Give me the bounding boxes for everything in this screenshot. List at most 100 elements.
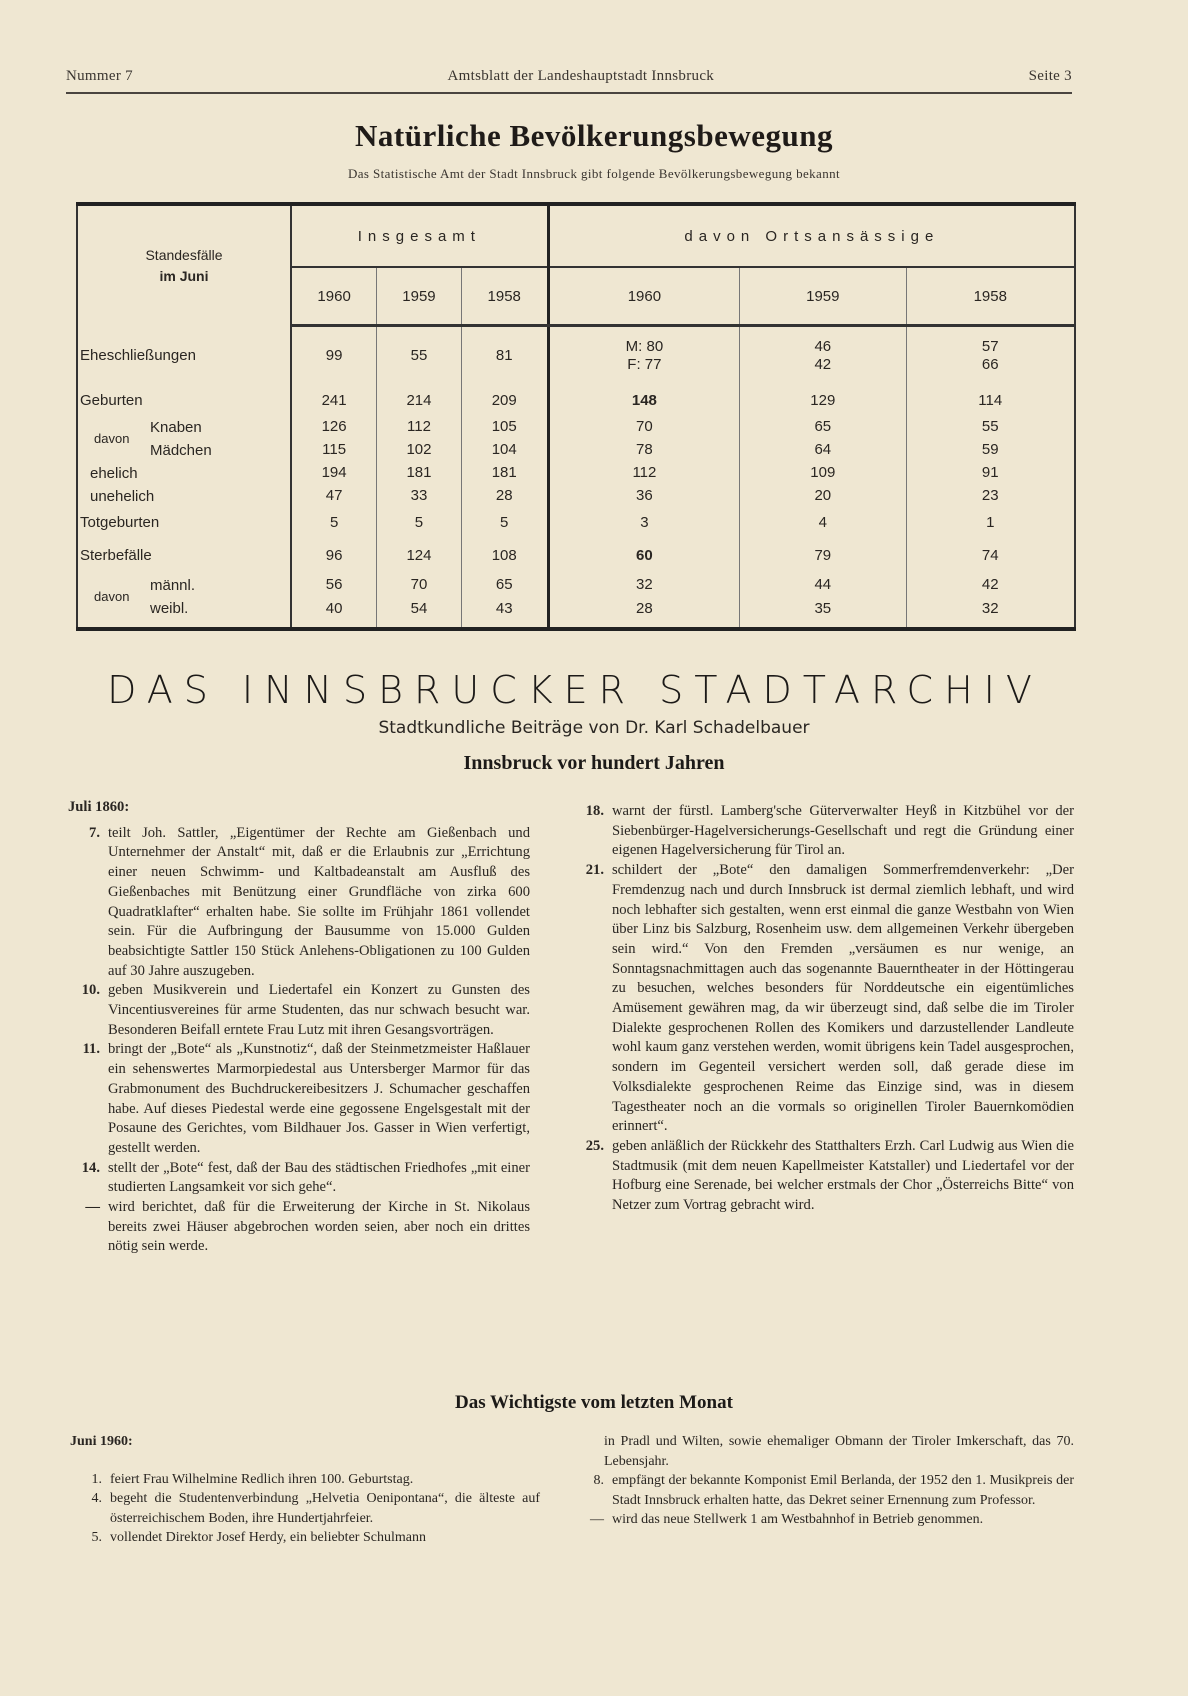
table-cell: 181: [460, 461, 549, 485]
list-item: 10. geben Musikverein und Liedertafel ein…: [68, 981, 530, 1040]
item-text: teilt Joh. Sattler, „Eigentümer der Rech…: [108, 824, 530, 979]
table-cell: 109: [739, 461, 907, 485]
row-label-text: Knaben: [150, 418, 202, 436]
table-cell: 42: [905, 573, 1076, 597]
year-header: 1959: [739, 266, 907, 327]
item-day: 1.: [91, 1471, 103, 1487]
row-label: Mädchen: [76, 438, 291, 462]
table-cell: 40: [290, 596, 377, 631]
year-header: 1959: [376, 266, 462, 327]
item-text: empfängt der bekannte Komponist Emil Ber…: [612, 1473, 1074, 1508]
year-header-row: 1960 1959 1958 1960 1959 1958: [77, 266, 1076, 327]
table-cell: 57 66: [905, 325, 1076, 386]
table-cell: 56: [290, 573, 377, 597]
group-local: davon Ortsansässige: [546, 204, 1076, 267]
table-cell: 44: [739, 573, 907, 597]
table-cell: 105: [460, 415, 549, 439]
item-day: 8.: [593, 1473, 605, 1488]
row-label-text: Eheschließungen: [80, 347, 196, 364]
item-text: feiert Frau Wilhelmine Redlich ihren 100…: [110, 1471, 414, 1487]
date-heading: Juli 1860:: [68, 799, 130, 815]
table-cell: 74: [905, 537, 1076, 574]
row-label: ehelich: [76, 461, 291, 485]
table-cell: 43: [460, 596, 549, 631]
table-cell: 36: [546, 484, 740, 508]
table-row: Sterbefälle 96 124 108 60 79 74: [76, 537, 1076, 574]
table-cell: 5: [460, 507, 549, 538]
item-day: 18.: [585, 803, 604, 819]
stub-line: im Juni: [159, 267, 209, 284]
table-cell: 112: [376, 415, 462, 439]
list-item: — wird berichtet, daß für die Erweiterung…: [68, 1198, 530, 1257]
list-item: 11. bringt der „Bote“ als „Kunstnotiz“, d…: [68, 1040, 530, 1158]
group-total: Insgesamt: [289, 204, 549, 267]
list-item: 8. empfängt der bekannte Komponist Emil B…: [572, 1471, 1075, 1510]
table-row: ehelich 194 181 181 112 109 91: [76, 461, 1076, 485]
table-cell: 23: [905, 484, 1076, 508]
row-label: Totgeburten: [76, 507, 291, 538]
row-label: Sterbefälle: [76, 537, 291, 574]
table-cell: 55: [376, 325, 462, 386]
table-cell: 102: [376, 438, 462, 462]
monat-right-column: in Pradl und Wilten, sowie ehemaliger Ob…: [572, 1432, 1074, 1530]
item-text: begeht die Studentenverbindung „Helvetia…: [110, 1491, 540, 1526]
row-label: unehelich: [76, 484, 291, 508]
table-cell: 148: [546, 385, 740, 416]
item-day: —: [590, 1512, 604, 1527]
table-cell: 194: [290, 461, 377, 485]
table-cell: 79: [739, 537, 907, 574]
table-cell: 47: [290, 484, 377, 508]
table-cell: 70: [376, 573, 462, 597]
archiv-left-column: Juli 1860: 7. teilt Joh. Sattler, „Eigent…: [68, 798, 530, 1257]
row-label: weibl.: [76, 596, 291, 631]
item-text: wird berichtet, daß für die Erweiterung …: [108, 1199, 530, 1255]
archiv-right-column: 18. warnt der fürstl. Lamberg'sche Güterv…: [572, 802, 1074, 1216]
table-row: davon Knaben 126 112 105 70 65 55: [76, 415, 1076, 446]
table-cell: 64: [739, 438, 907, 462]
row-label-text: Sterbefälle: [80, 547, 152, 564]
table-cell: 108: [460, 537, 549, 574]
table-cell: M: 80 F: 77: [546, 325, 740, 386]
item-text: geben anläßlich der Rückkehr des Stattha…: [612, 1137, 1074, 1214]
list-item: 18. warnt der fürstl. Lamberg'sche Güterv…: [572, 802, 1074, 861]
table-cell: 3: [546, 507, 740, 538]
monat-left-column: Juni 1960: 1. feiert Frau Wilhelmine Redl…: [70, 1432, 540, 1548]
archiv-title: DAS INNSBRUCKER STADTARCHIV: [107, 668, 1043, 712]
item-text: geben Musikverein und Liedertafel ein Ko…: [108, 982, 530, 1038]
table-row: unehelich 47 33 28 36 20 23: [76, 484, 1076, 508]
item-day: 10.: [81, 982, 100, 999]
list-item: 21. schildert der „Bote“ den damaligen So…: [572, 861, 1074, 1137]
item-day: 14.: [81, 1159, 100, 1176]
item-text: schildert der „Bote“ den damaligen Somme…: [612, 862, 1074, 1135]
list-item: 1. feiert Frau Wilhelmine Redlich ihren 1…: [70, 1470, 540, 1490]
row-label-text: Geburten: [80, 392, 143, 409]
population-subtitle: Das Statistische Amt der Stadt Innsbruck…: [347, 166, 841, 181]
list-item: 14. stellt der „Bote“ fest, daß der Bau d…: [68, 1159, 530, 1198]
page-number: Seite 3: [1028, 68, 1072, 84]
table-row: Totgeburten 5 5 5 3 4 1: [76, 507, 1076, 538]
davon-label: davon: [94, 588, 130, 604]
table-row: Mädchen 115 102 104 78 64 59: [76, 438, 1076, 462]
table-cell: 104: [460, 438, 549, 462]
row-label-text: unehelich: [90, 487, 155, 505]
table-cell: 28: [546, 596, 740, 631]
item-day: 11.: [82, 1041, 100, 1058]
table-cell: 1: [905, 507, 1076, 538]
table-cell: 54: [376, 596, 462, 631]
row-label-text: Mädchen: [150, 441, 212, 459]
row-label: davon Knaben: [76, 415, 291, 446]
item-day: 21.: [585, 862, 604, 879]
table-cell: 129: [739, 385, 907, 416]
date-heading: Juni 1960:: [70, 1434, 133, 1449]
table-cell: 20: [739, 484, 907, 508]
row-label-text: weibl.: [150, 600, 189, 617]
table-cell: 55: [905, 415, 1076, 439]
population-title: Natürliche Bevölkerungsbewegung: [355, 118, 833, 153]
table-cell: 126: [290, 415, 377, 439]
table-cell: 209: [460, 385, 549, 416]
item-day: 5.: [91, 1530, 103, 1545]
publication-title: Amtsblatt der Landeshauptstadt Innsbruck: [447, 68, 715, 84]
table-cell: 4: [739, 507, 907, 538]
table-cell: 33: [376, 484, 462, 508]
item-text: warnt der fürstl. Lamberg'sche Güterverw…: [612, 803, 1074, 859]
